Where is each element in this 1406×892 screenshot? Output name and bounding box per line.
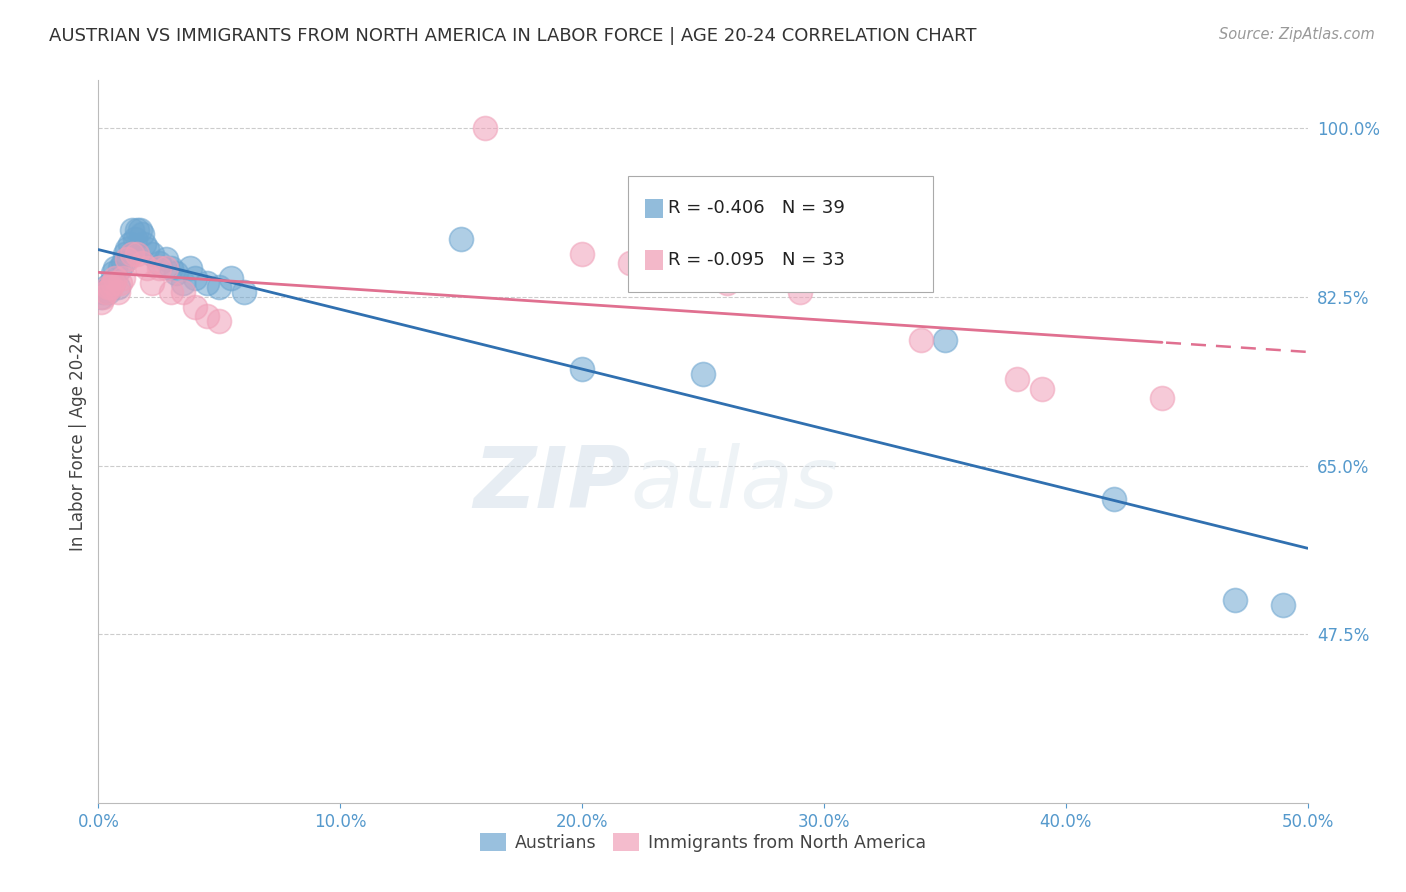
Point [195,310,218,324]
Point [208,280,231,294]
Point [1272,599,1295,613]
Point [121,246,143,260]
Point [208,314,231,328]
Point [165,266,187,280]
Point [91,290,114,304]
Point [107,285,129,300]
Point [1102,492,1125,507]
Point [131,227,153,242]
Point [148,261,170,276]
Point [221,270,243,285]
Point [107,280,129,294]
Text: ZIP: ZIP [472,443,630,526]
Point [124,232,146,246]
Point [117,252,139,266]
Text: R = -0.406   N = 39: R = -0.406 N = 39 [668,200,845,218]
Point [135,261,157,276]
Point [111,270,134,285]
Point [1152,391,1174,405]
Point [148,256,170,270]
Point [108,261,131,276]
Point [141,276,163,290]
Text: atlas: atlas [630,443,838,526]
Point [1031,382,1053,396]
Point [910,334,932,348]
Point [716,276,738,290]
Point [94,285,117,300]
Point [571,246,593,260]
Text: R = -0.095   N = 33: R = -0.095 N = 33 [668,251,845,268]
Point [91,285,114,300]
Point [104,261,127,276]
Point [195,276,218,290]
Y-axis label: In Labor Force | Age 20-24: In Labor Force | Age 20-24 [69,332,87,551]
Point [90,294,112,309]
Point [619,256,641,270]
Point [160,261,183,276]
Point [101,266,124,280]
Point [450,232,472,246]
Point [111,256,134,270]
Point [141,246,163,260]
Point [90,290,112,304]
Point [155,252,177,266]
Point [114,246,136,260]
Point [1007,372,1029,386]
Point [117,242,139,256]
Point [100,276,122,290]
Point [97,285,120,300]
Point [128,222,150,236]
Point [668,261,690,276]
Point [108,276,131,290]
Point [184,300,207,314]
Point [127,246,149,260]
Point [155,261,177,276]
Point [184,270,207,285]
Point [692,367,714,381]
Text: AUSTRIAN VS IMMIGRANTS FROM NORTH AMERICA IN LABOR FORCE | AGE 20-24 CORRELATION: AUSTRIAN VS IMMIGRANTS FROM NORTH AMERIC… [49,27,977,45]
Point [118,237,141,252]
Text: Source: ZipAtlas.com: Source: ZipAtlas.com [1219,27,1375,42]
Point [121,222,143,236]
Point [232,285,254,300]
Point [131,256,153,270]
Point [172,276,194,290]
Point [127,222,149,236]
Point [474,121,496,136]
Point [789,285,811,300]
Point [571,362,593,376]
Point [934,334,956,348]
Point [135,242,157,256]
Point [101,276,124,290]
Point [179,261,201,276]
Point [100,280,122,294]
Point [160,285,183,300]
Point [172,285,194,300]
Point [104,270,127,285]
Point [1223,593,1246,607]
Point [134,237,156,252]
Point [97,280,120,294]
Legend: Austrians, Immigrants from North America: Austrians, Immigrants from North America [472,827,934,859]
Point [94,280,117,294]
